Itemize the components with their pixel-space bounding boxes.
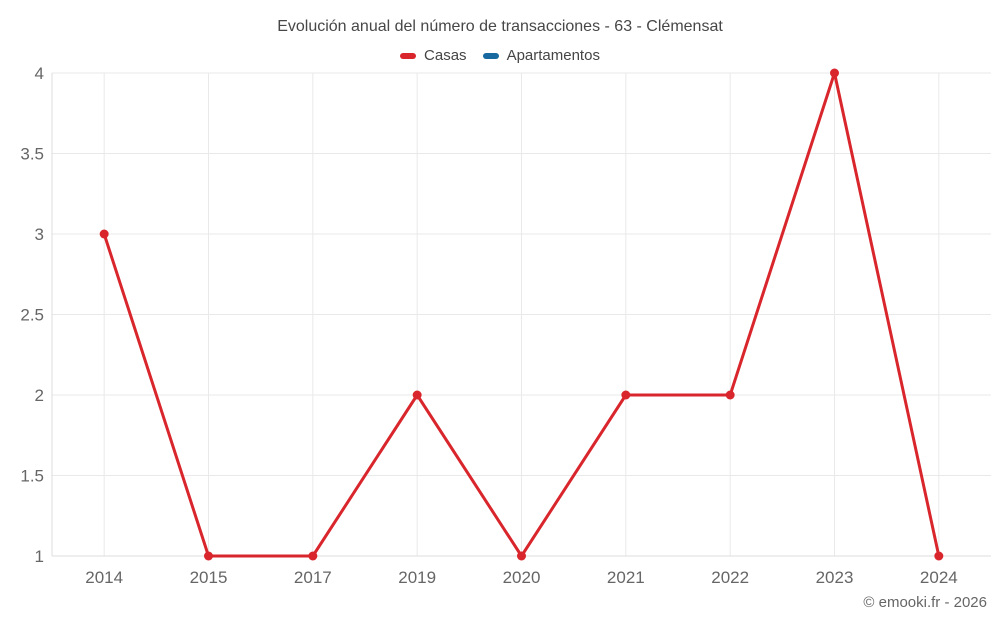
apartamentos-swatch-icon <box>482 52 499 59</box>
legend-item-apartamentos[interactable]: Apartamentos <box>482 47 600 64</box>
data-point[interactable] <box>830 68 839 78</box>
data-point[interactable] <box>412 390 422 400</box>
legend-label-casas: Casas <box>424 47 467 64</box>
y-axis-label: 1.5 <box>20 467 44 486</box>
legend-label-apartamentos: Apartamentos <box>506 47 600 64</box>
y-axis-label: 2 <box>35 386 44 405</box>
data-point[interactable] <box>725 390 735 400</box>
data-point[interactable] <box>621 390 631 400</box>
data-point[interactable] <box>308 551 318 561</box>
x-axis-label: 2022 <box>711 568 749 587</box>
y-axis-label: 1 <box>35 547 44 566</box>
x-axis-label: 2019 <box>398 568 436 587</box>
x-axis-label: 2014 <box>85 568 123 587</box>
x-axis-label: 2017 <box>294 568 332 587</box>
data-point[interactable] <box>517 551 526 561</box>
x-axis-label: 2020 <box>503 568 541 587</box>
x-axis-label: 2021 <box>607 568 645 587</box>
y-axis-label: 3.5 <box>20 145 44 164</box>
legend: Casas Apartamentos <box>0 47 1000 64</box>
legend-item-casas[interactable]: Casas <box>400 47 467 64</box>
x-axis-label: 2015 <box>190 568 228 587</box>
x-axis-label: 2023 <box>816 568 854 587</box>
data-point[interactable] <box>204 551 213 561</box>
y-axis-label: 2.5 <box>20 306 44 325</box>
x-axis-label: 2024 <box>920 568 958 587</box>
y-axis-label: 4 <box>35 64 44 83</box>
data-point[interactable] <box>99 229 109 239</box>
y-axis-label: 3 <box>35 225 44 244</box>
casas-swatch-icon <box>400 52 417 59</box>
credits-link[interactable]: © emooki.fr - 2026 <box>863 594 987 611</box>
data-point[interactable] <box>934 551 944 561</box>
chart-title: Evolución anual del número de transaccio… <box>277 18 723 35</box>
